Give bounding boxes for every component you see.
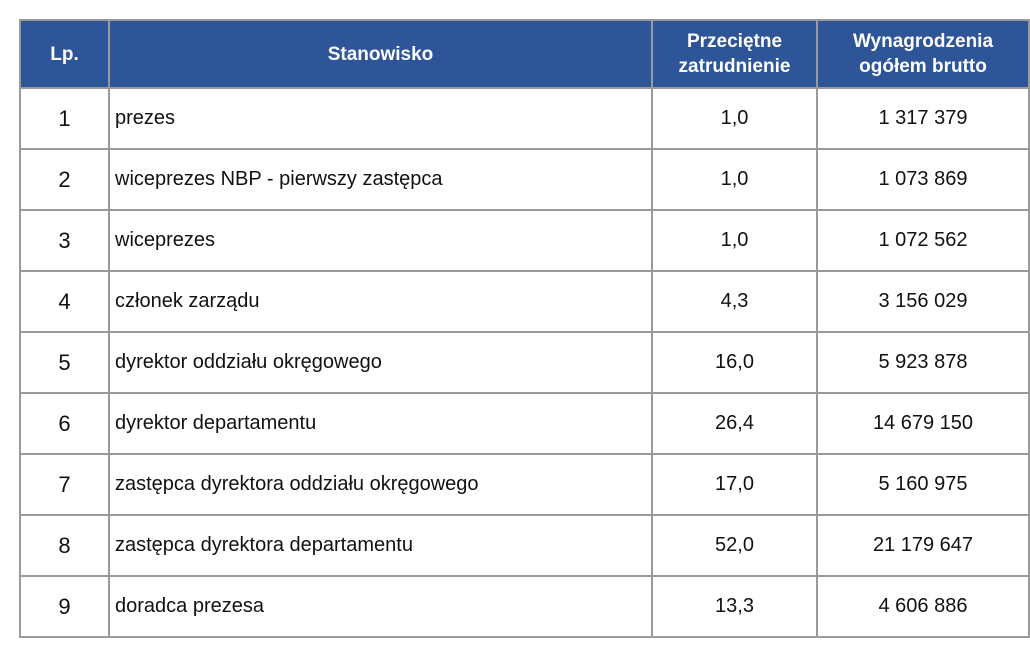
table-cell: 1 (19, 87, 110, 150)
table-cell: 5 160 975 (816, 453, 1030, 516)
table-row: 2 wiceprezes NBP - pierwszy zastępca 1,0 1 … (19, 148, 1030, 211)
table-cell: członek zarządu (108, 270, 653, 333)
table-cell: 4,3 (651, 270, 818, 333)
table-cell: 26,4 (651, 392, 818, 455)
table-row: 3 wiceprezes 1,0 1 072 562 (19, 209, 1030, 272)
table-cell: 3 156 029 (816, 270, 1030, 333)
table-cell: wiceprezes NBP - pierwszy zastępca (108, 148, 653, 211)
table-cell: 21 179 647 (816, 514, 1030, 577)
table-cell: 8 (19, 514, 110, 577)
table-cell: 4 606 886 (816, 575, 1030, 638)
table-cell: 5 923 878 (816, 331, 1030, 394)
table-row: 5 dyrektor oddziału okręgowego 16,0 5 923 8… (19, 331, 1030, 394)
header-cell: Stanowisko (108, 19, 653, 89)
table-cell: 13,3 (651, 575, 818, 638)
table-cell: 1 072 562 (816, 209, 1030, 272)
table-cell: doradca prezesa (108, 575, 653, 638)
table-cell: 17,0 (651, 453, 818, 516)
table-row: 4 członek zarządu 4,3 3 156 029 (19, 270, 1030, 333)
table-row: 1 prezes 1,0 1 317 379 (19, 87, 1030, 150)
table-cell: 7 (19, 453, 110, 516)
table-cell: dyrektor departamentu (108, 392, 653, 455)
table-cell: 1,0 (651, 87, 818, 150)
header-cell: Przeciętne zatrudnienie (651, 19, 818, 89)
table-cell: zastępca dyrektora oddziału okręgowego (108, 453, 653, 516)
header-cell: Lp. (19, 19, 110, 89)
table-cell: 52,0 (651, 514, 818, 577)
table-row: 8 zastępca dyrektora departamentu 52,0 21 1… (19, 514, 1030, 577)
table-cell: 3 (19, 209, 110, 272)
table-cell: prezes (108, 87, 653, 150)
table-cell: dyrektor oddziału okręgowego (108, 331, 653, 394)
table-cell: 1,0 (651, 148, 818, 211)
table-cell: zastępca dyrektora departamentu (108, 514, 653, 577)
table-cell: 6 (19, 392, 110, 455)
table-row: 6 dyrektor departamentu 26,4 14 679 150 (19, 392, 1030, 455)
table-cell: 1,0 (651, 209, 818, 272)
table-row: 9 doradca prezesa 13,3 4 606 886 (19, 575, 1030, 638)
table-cell: 14 679 150 (816, 392, 1030, 455)
table-cell: 1 317 379 (816, 87, 1030, 150)
table-cell: 1 073 869 (816, 148, 1030, 211)
table-row: 7 zastępca dyrektora oddziału okręgowego 1… (19, 453, 1030, 516)
table-cell: 16,0 (651, 331, 818, 394)
salary-table: Lp. Stanowisko Przeciętne zatrudnienie Wyna… (19, 19, 1030, 638)
header-cell: Wynagrodzenia ogółem brutto (816, 19, 1030, 89)
header-row: Lp. Stanowisko Przeciętne zatrudnienie Wyna… (19, 19, 1030, 89)
table-cell: 2 (19, 148, 110, 211)
table-cell: 4 (19, 270, 110, 333)
table-cell: 5 (19, 331, 110, 394)
table-cell: 9 (19, 575, 110, 638)
table-body: 1 prezes 1,0 1 317 379 2 wiceprezes NBP - pie… (19, 87, 1030, 638)
table-cell: wiceprezes (108, 209, 653, 272)
